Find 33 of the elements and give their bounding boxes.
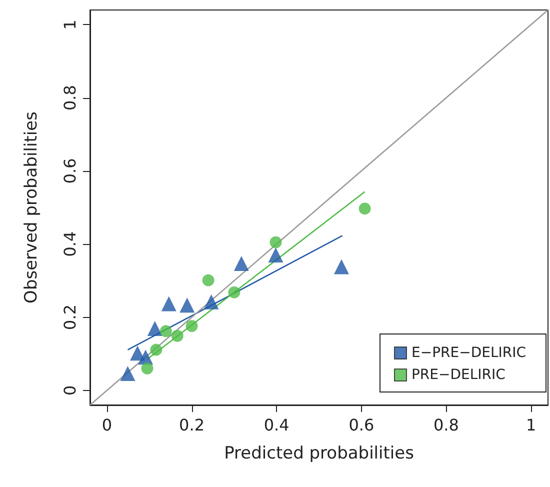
point [180, 298, 195, 313]
y-tick-label: 1 [60, 20, 80, 30]
point [160, 325, 172, 338]
point [161, 296, 176, 312]
y-tick-label: 0.4 [60, 231, 80, 257]
legend-label: PRE−DELIRIC [411, 367, 506, 383]
point [334, 259, 349, 274]
point [120, 366, 136, 382]
point [228, 286, 240, 298]
point [186, 320, 198, 332]
x-tick-label: 0.4 [264, 416, 290, 434]
y-axis-title: Observed probabilities [22, 111, 42, 304]
point [270, 236, 282, 248]
y-tick-label: 0.2 [60, 304, 80, 330]
y-tick-label: 0.8 [60, 85, 80, 111]
point [204, 294, 219, 310]
x-tick-label: 0 [102, 416, 112, 434]
x-tick-label: 1 [526, 416, 536, 434]
point [358, 202, 371, 215]
point [234, 256, 249, 271]
point [268, 248, 284, 263]
point [141, 362, 154, 374]
point [171, 330, 184, 342]
legend-label: E−PRE−DELIRIC [411, 345, 526, 361]
point [202, 274, 214, 286]
x-tick-label: 0.6 [348, 416, 374, 434]
y-tick-label: 0.6 [60, 158, 80, 184]
x-axis-title: Predicted probabilities [224, 444, 414, 464]
point [150, 344, 162, 356]
x-tick-label: 0.2 [179, 416, 205, 434]
point [147, 321, 162, 336]
y-tick-label: 0 [60, 385, 80, 396]
x-tick-label: 0.8 [433, 416, 459, 434]
